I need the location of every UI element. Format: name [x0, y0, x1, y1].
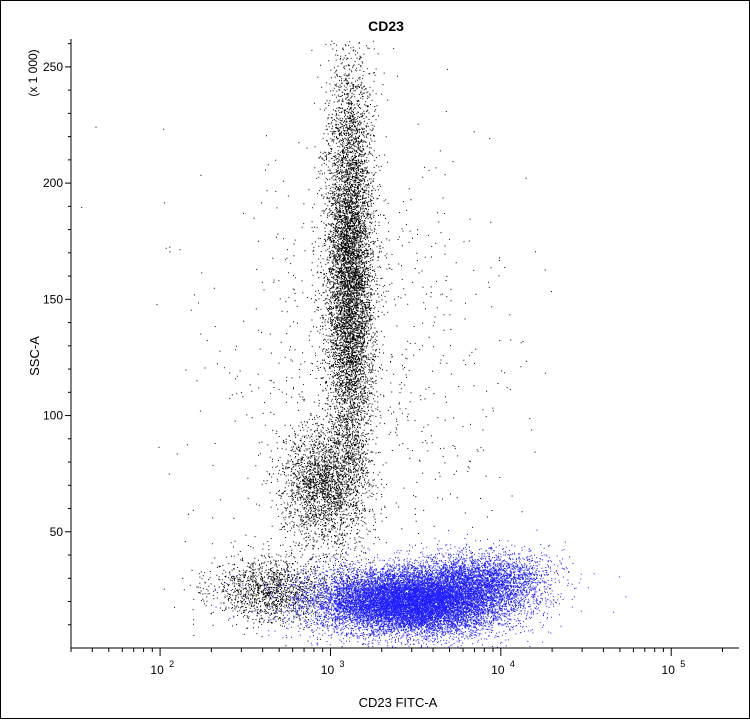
- x-tick-exponent: 3: [339, 659, 344, 669]
- series-ssc-high: [81, 40, 552, 648]
- y-tick-label: 100: [43, 409, 63, 423]
- axes: [70, 39, 739, 649]
- x-tick-exponent: 5: [680, 659, 685, 669]
- y-tick-label: 200: [43, 176, 63, 190]
- ticks: 50 100 150 200 250 10 2 10 3 10 4 10 5: [43, 43, 723, 677]
- series-dots: [214, 529, 627, 649]
- x-tick-label: 10: [321, 663, 335, 677]
- y-tick-label: 150: [43, 292, 63, 306]
- y-tick-label: 50: [50, 525, 64, 539]
- y-multiplier-label: (x 1 000): [26, 49, 40, 96]
- x-tick-label: 10: [662, 663, 676, 677]
- y-tick-label: 250: [43, 60, 63, 74]
- x-tick-exponent: 2: [169, 659, 174, 669]
- series-dots: [81, 40, 552, 648]
- chart-title: CD23: [368, 18, 404, 34]
- x-tick-label: 10: [491, 663, 505, 677]
- scatter-points: [81, 40, 627, 649]
- x-tick-label: 10: [150, 663, 164, 677]
- x-axis-label: CD23 FITC-A: [359, 695, 438, 710]
- series-cd23-positive: [214, 529, 627, 649]
- y-axis-label: SSC-A: [27, 336, 42, 376]
- x-tick-exponent: 4: [510, 659, 515, 669]
